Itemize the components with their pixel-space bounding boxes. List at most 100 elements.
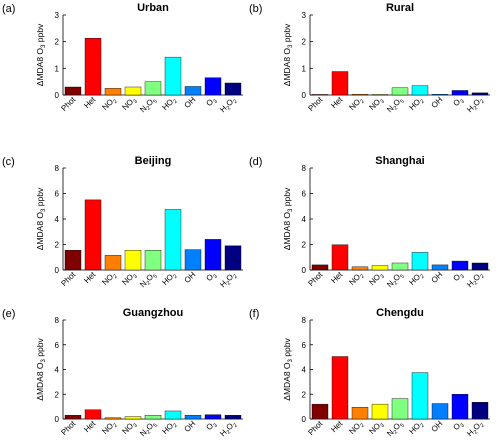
y-tick-label: 2 xyxy=(302,38,307,47)
x-tick-label-sub: 2 xyxy=(172,99,178,105)
x-tick-label: H2O2 xyxy=(218,419,239,440)
bar-het xyxy=(331,356,349,420)
x-tick-label-main: O xyxy=(144,421,155,432)
x-tick-label-sub: 5 xyxy=(152,423,158,429)
y-tick-label: 2 xyxy=(55,38,60,47)
x-tick-label-sub: 2 xyxy=(479,99,485,105)
x-tick-label-sub: 2 xyxy=(232,423,238,429)
x-tick-label-main: N xyxy=(385,104,396,115)
panel-label: (e) xyxy=(2,308,15,320)
x-tick-label-sub: 2 xyxy=(146,280,152,286)
x-tick-label-sub: 2 xyxy=(226,105,232,111)
y-tick-label: 2 xyxy=(302,390,307,399)
x-tick-label: NO2 xyxy=(347,95,365,113)
bar-no2 xyxy=(351,93,369,96)
x-tick-label: Phot xyxy=(306,270,325,289)
x-tick-label-main: N xyxy=(138,279,149,290)
x-tick-label: NO3 xyxy=(367,270,385,288)
x-tick-label-main: OH xyxy=(183,95,198,110)
x-tick-label-sub: 2 xyxy=(232,99,238,105)
x-tick-label-sub: 2 xyxy=(112,423,118,429)
x-tick-label-main: Het xyxy=(329,270,345,286)
bar-no3 xyxy=(124,86,142,96)
bar-het xyxy=(84,38,102,96)
y-axis-label-sub: 3 xyxy=(288,44,294,48)
x-tick-label: NO2 xyxy=(100,419,118,437)
panel-label: (b) xyxy=(249,3,262,15)
y-tick-label: 8 xyxy=(55,316,60,325)
bar-n2o5 xyxy=(144,81,162,96)
x-tick-label-main: O xyxy=(144,97,155,108)
x-tick-label-sub: 2 xyxy=(359,99,365,105)
panel-title: Chengdu xyxy=(376,307,424,319)
x-tick-label-main: O xyxy=(144,272,155,283)
y-tick-label: 8 xyxy=(302,316,307,325)
x-tick-label: NO3 xyxy=(367,95,385,113)
x-tick-label: H2O2 xyxy=(465,95,486,116)
x-tick-label: OH xyxy=(183,95,198,110)
x-tick-label: NO3 xyxy=(120,95,138,113)
x-tick-label: N2O5 xyxy=(385,270,406,291)
x-tick-label: H2O2 xyxy=(218,95,239,116)
x-tick-label: Het xyxy=(329,419,345,435)
bar-oh xyxy=(184,86,202,96)
y-axis-label-sub: 3 xyxy=(288,358,294,362)
y-axis-label: ΔMDA8 O3 ppbv xyxy=(282,187,294,250)
x-tick-label: Phot xyxy=(306,419,325,438)
x-tick-label-sub: 3 xyxy=(459,423,465,429)
panel-label: (c) xyxy=(2,156,15,168)
x-tick-label-main: Phot xyxy=(59,419,78,438)
y-tick-label: 0 xyxy=(302,91,307,100)
x-tick-label-sub: 3 xyxy=(212,99,218,105)
x-tick-label-sub: 5 xyxy=(152,99,158,105)
x-tick-label-main: Phot xyxy=(306,419,325,438)
y-axis-label-unit: ppbv xyxy=(35,23,45,45)
bar-phot xyxy=(64,86,82,96)
y-tick-label: 1 xyxy=(302,64,307,73)
x-tick-label: H2O2 xyxy=(465,270,486,291)
x-tick-label-sub: 3 xyxy=(132,423,138,429)
bar-ho2 xyxy=(164,209,182,271)
y-axis-label: ΔMDA8 O3 ppbv xyxy=(35,23,47,86)
bar-no2 xyxy=(104,255,122,271)
x-tick-label: N2O5 xyxy=(138,95,159,116)
x-tick-label-sub: 2 xyxy=(146,429,152,435)
bar-h2o2 xyxy=(471,402,489,420)
y-axis-label-unit: ppbv xyxy=(282,338,292,360)
x-tick-label: OH xyxy=(183,419,198,434)
panel-title: Shanghai xyxy=(375,155,425,167)
x-tick-label-main: H xyxy=(465,104,476,115)
x-tick-label-main: Het xyxy=(329,419,345,435)
x-tick-label-main: Het xyxy=(82,270,98,286)
x-tick-label-sub: 2 xyxy=(172,274,178,280)
x-tick-label-main: OH xyxy=(183,270,198,285)
x-tick-label-main: O xyxy=(391,421,402,432)
panel-label: (a) xyxy=(2,3,15,15)
panel-title: Urban xyxy=(137,2,169,14)
bar-het xyxy=(84,409,102,420)
x-tick-label: O3 xyxy=(451,270,465,284)
x-tick-label-sub: 2 xyxy=(419,274,425,280)
bar-oh xyxy=(431,403,449,420)
bar-no2 xyxy=(351,266,369,271)
y-tick-label: 1 xyxy=(55,64,60,73)
x-tick-label-main: O xyxy=(451,97,462,108)
x-tick-label-main: OH xyxy=(183,419,198,434)
x-tick-label: O3 xyxy=(451,95,465,109)
y-tick-label: 3 xyxy=(302,11,307,20)
bar-n2o5 xyxy=(144,250,162,271)
y-axis-label-main: ΔMDA8 O xyxy=(35,48,45,87)
x-tick-label: O3 xyxy=(204,95,218,109)
bar-o3 xyxy=(451,394,469,420)
x-tick-label: H2O2 xyxy=(465,419,486,440)
y-tick-label: 2 xyxy=(302,241,307,250)
y-axis-label-main: ΔMDA8 O xyxy=(282,362,292,401)
y-axis-label-sub: 3 xyxy=(41,44,47,48)
x-tick-label: Phot xyxy=(59,419,78,438)
bar-no3 xyxy=(371,265,389,271)
x-tick-label-main: Het xyxy=(82,95,98,111)
x-tick-label-main: H xyxy=(218,428,229,439)
bar-oh xyxy=(184,415,202,420)
x-tick-label: Het xyxy=(82,419,98,435)
